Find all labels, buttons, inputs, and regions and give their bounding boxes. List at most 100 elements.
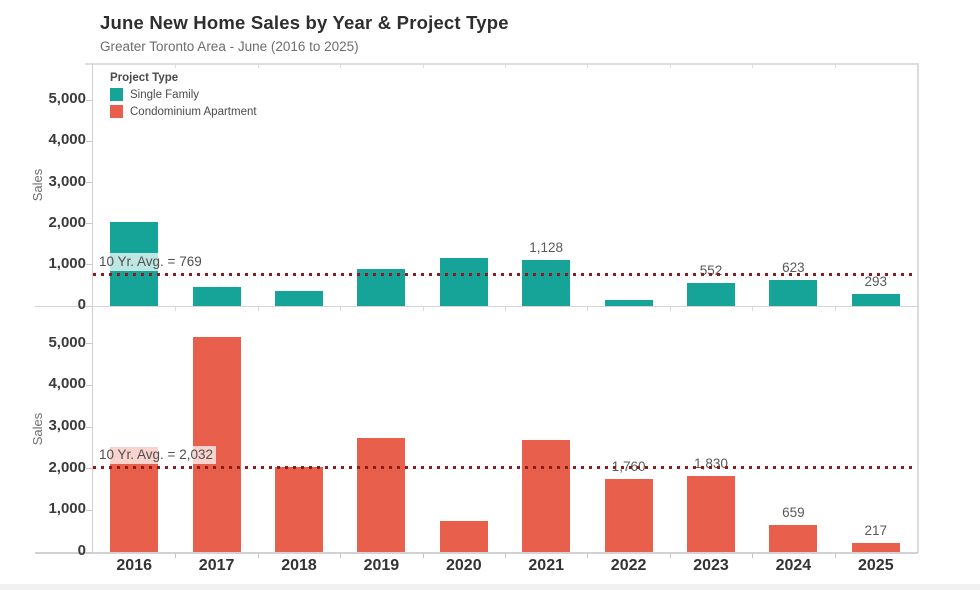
x-axis-boundary-tick xyxy=(257,553,259,558)
bar-2022-condominium-apartment[interactable] xyxy=(604,478,653,552)
bar-2025-single-family[interactable] xyxy=(851,293,900,306)
x-axis-label-2024[interactable]: 2024 xyxy=(775,557,812,574)
bar-2018-single-family[interactable] xyxy=(275,291,323,306)
bar-2023-single-family[interactable] xyxy=(687,283,735,306)
category-boundary-tick xyxy=(175,64,177,68)
bar-2025-condominium-apartment[interactable] xyxy=(851,542,900,552)
reference-line xyxy=(93,465,917,469)
bar-2021-single-family[interactable] xyxy=(522,259,571,306)
x-axis-boundary-tick xyxy=(752,553,754,558)
x-axis-boundary-tick xyxy=(422,553,424,558)
y-tick-label: 4,000 xyxy=(48,131,86,149)
y-tick-mark xyxy=(86,182,92,184)
legend-item-single-family[interactable]: Single Family xyxy=(110,88,257,101)
bar-2020-single-family[interactable] xyxy=(439,258,488,306)
category-boundary-tick xyxy=(752,307,754,311)
legend: Project Type Single Family Condominium A… xyxy=(110,72,257,118)
x-axis-boundary-tick xyxy=(340,553,342,558)
y-tick-mark xyxy=(86,551,92,553)
category-boundary-tick xyxy=(340,307,342,311)
category-boundary-tick xyxy=(257,64,259,68)
x-axis-label-2018[interactable]: 2018 xyxy=(281,557,317,574)
bar-2019-condominium-apartment[interactable] xyxy=(357,438,406,552)
chart-header: June New Home Sales by Year & Project Ty… xyxy=(100,12,509,54)
category-boundary-tick xyxy=(257,307,259,311)
x-axis-label-2017[interactable]: 2017 xyxy=(198,557,235,574)
y-tick-label: 0 xyxy=(77,296,86,313)
y-tick-label: 3,000 xyxy=(48,172,86,190)
x-axis-label-2022[interactable]: 2022 xyxy=(610,557,647,574)
category-boundary-tick xyxy=(669,307,671,311)
bar-value-label: 293 xyxy=(864,273,888,289)
bar-2022-single-family[interactable] xyxy=(604,299,653,306)
x-axis-boundary-tick xyxy=(505,553,506,558)
bar-2024-single-family[interactable] xyxy=(769,280,818,306)
y-tick-label: 5,000 xyxy=(48,333,86,351)
y-tick-mark xyxy=(86,223,92,225)
y-tick-mark xyxy=(86,384,92,386)
x-axis-line xyxy=(35,552,918,554)
panel-condominium-apartment: 01,0002,0003,0004,0005,0001,7601,8306592… xyxy=(48,307,917,559)
y-tick-label: 0 xyxy=(77,542,86,559)
x-axis-label-2019[interactable]: 2019 xyxy=(363,557,400,574)
category-boundary-tick xyxy=(587,64,589,68)
category-boundary-tick xyxy=(505,64,506,68)
bottom-strip xyxy=(0,584,980,590)
x-axis-label-2025[interactable]: 2025 xyxy=(858,557,894,574)
bar-value-label: 1,128 xyxy=(529,239,564,255)
plot-top-border xyxy=(85,63,918,65)
bar-2017-single-family[interactable] xyxy=(192,286,241,306)
x-axis-boundary-tick xyxy=(834,553,836,558)
bar-2021-condominium-apartment[interactable] xyxy=(522,439,571,552)
category-boundary-tick xyxy=(422,307,424,311)
panel-single-family: 0 1,000 2,000 3,000 4,000 5,000 1,128 552 623 293… xyxy=(48,64,917,313)
category-boundary-tick xyxy=(752,64,754,68)
y-axis-line xyxy=(92,63,93,553)
reference-line-label: 10 Yr. Avg. = 2,032 xyxy=(96,446,216,465)
legend-item-label: Condominium Apartment xyxy=(130,105,257,118)
x-axis-label-2016[interactable]: 2016 xyxy=(116,557,152,574)
legend-title: Project Type xyxy=(110,72,179,84)
x-axis-boundary-tick xyxy=(669,553,671,558)
chart-subtitle: Greater Toronto Area - June (2016 to 202… xyxy=(100,39,359,54)
chart-title-rest: New Home Sales by Year & Project Type xyxy=(149,12,509,33)
bar-2017-condominium-apartment[interactable] xyxy=(192,337,241,552)
plot-right-border xyxy=(917,63,919,553)
condominium-apartment-swatch xyxy=(110,105,123,118)
panel-divider xyxy=(35,306,918,307)
chart-title: June New Home Sales by Year & Project Ty… xyxy=(100,12,509,34)
y-tick-mark xyxy=(86,99,92,101)
bar-2023-condominium-apartment[interactable] xyxy=(687,475,735,552)
bar-2024-condominium-apartment[interactable] xyxy=(769,524,818,552)
bar-2020-condominium-apartment[interactable] xyxy=(439,521,488,552)
chart-title-month: June xyxy=(100,12,144,33)
legend-item-condominium-apartment[interactable]: Condominium Apartment xyxy=(110,105,257,118)
category-boundary-tick xyxy=(669,64,671,68)
reference-line-label: 10 Yr. Avg. = 769 xyxy=(96,253,205,272)
bar-2018-condominium-apartment[interactable] xyxy=(275,467,323,552)
x-axis-label-2020[interactable]: 2020 xyxy=(446,557,482,574)
y-tick-mark xyxy=(86,140,92,142)
x-axis-label-2023[interactable]: 2023 xyxy=(693,557,729,574)
bar-value-label: 623 xyxy=(782,260,805,276)
category-boundary-tick xyxy=(422,64,424,68)
y-tick-label: 2,000 xyxy=(48,213,86,231)
bar-2016-condominium-apartment[interactable] xyxy=(110,447,159,552)
legend-item-label: Single Family xyxy=(130,88,200,101)
category-boundary-tick xyxy=(834,64,836,68)
category-boundary-tick xyxy=(505,307,506,311)
y-tick-label: 1,000 xyxy=(48,254,86,272)
y-tick-mark xyxy=(86,509,92,511)
y-tick-label: 1,000 xyxy=(48,500,86,518)
y-tick-mark xyxy=(86,305,92,307)
x-axis-label-2021[interactable]: 2021 xyxy=(528,557,564,574)
y-tick-mark xyxy=(86,343,92,345)
single-family-swatch xyxy=(110,88,123,101)
bar-value-label: 552 xyxy=(699,263,723,279)
category-boundary-tick xyxy=(175,307,177,311)
reference-line xyxy=(93,272,917,276)
y-tick-label: 5,000 xyxy=(48,90,86,108)
bar-value-label: 659 xyxy=(782,504,805,520)
bar-value-label: 217 xyxy=(864,522,888,538)
